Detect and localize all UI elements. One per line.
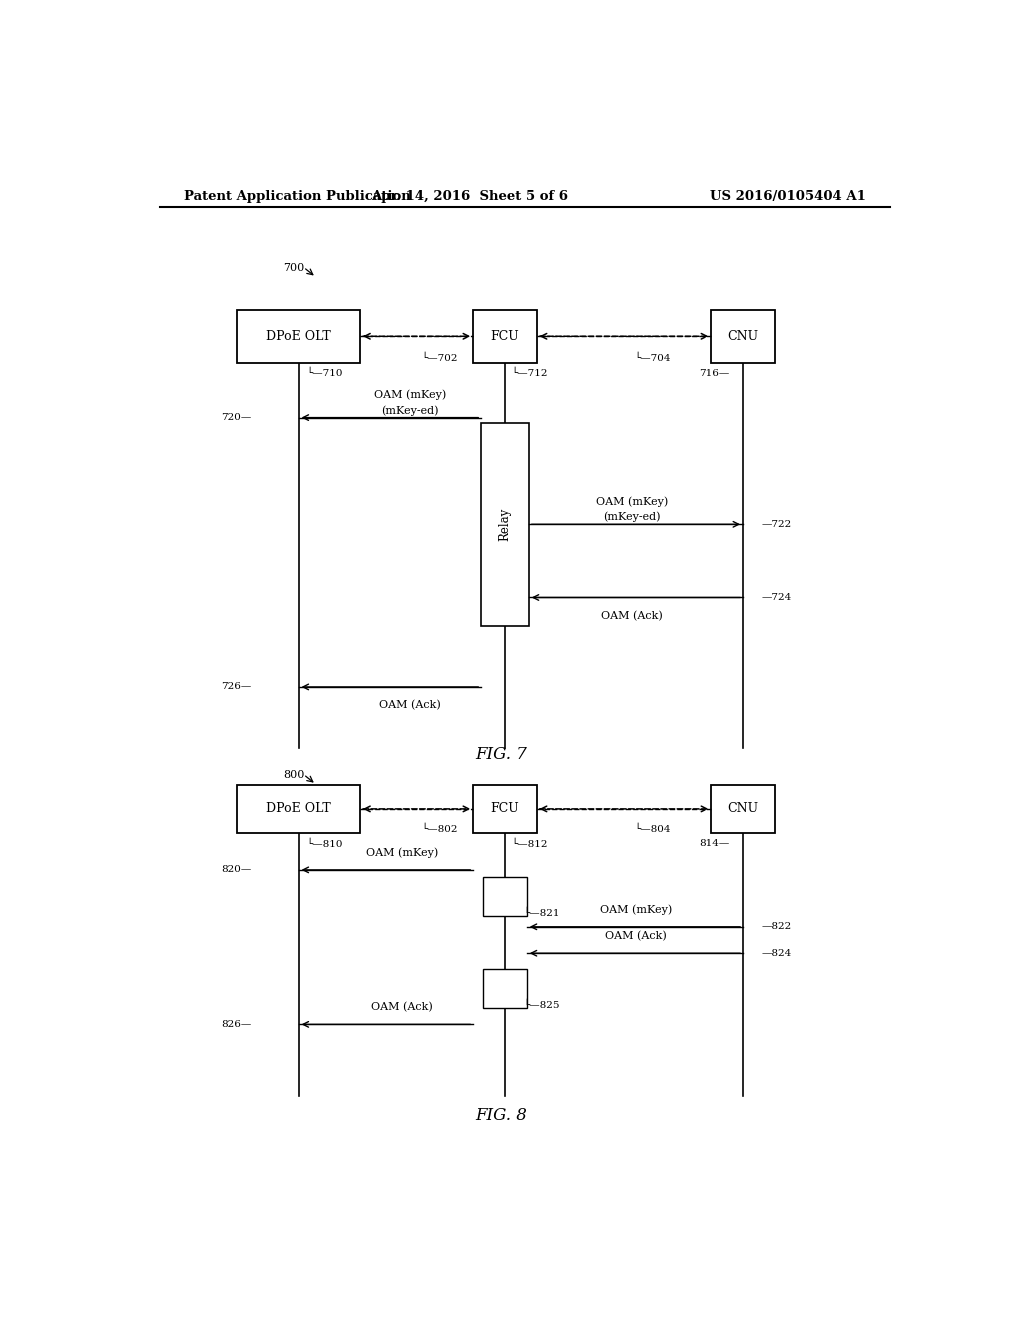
Text: OAM (Ack): OAM (Ack) xyxy=(379,700,440,710)
Text: Patent Application Publication: Patent Application Publication xyxy=(183,190,411,202)
Text: Apr. 14, 2016  Sheet 5 of 6: Apr. 14, 2016 Sheet 5 of 6 xyxy=(371,190,567,202)
Text: 826—: 826— xyxy=(221,1020,252,1028)
Text: US 2016/0105404 A1: US 2016/0105404 A1 xyxy=(711,190,866,202)
Text: └—704: └—704 xyxy=(634,354,671,363)
Text: 726—: 726— xyxy=(221,682,252,692)
Text: Relay: Relay xyxy=(499,508,511,541)
Bar xyxy=(483,969,526,1008)
Bar xyxy=(712,310,775,363)
Bar xyxy=(473,310,537,363)
Bar xyxy=(481,422,528,626)
Text: CNU: CNU xyxy=(727,330,759,343)
Text: (mKey-ed): (mKey-ed) xyxy=(603,512,660,523)
Bar xyxy=(483,876,526,916)
Text: └—710: └—710 xyxy=(306,368,343,378)
Text: DPoE OLT: DPoE OLT xyxy=(266,330,331,343)
Text: —824: —824 xyxy=(761,949,792,958)
Text: OAM (Ack): OAM (Ack) xyxy=(371,1002,433,1012)
Text: OAM (Ack): OAM (Ack) xyxy=(601,611,663,620)
Text: OAM (mKey): OAM (mKey) xyxy=(374,389,445,400)
Text: 820—: 820— xyxy=(221,866,252,874)
Text: └—810: └—810 xyxy=(306,840,343,849)
Text: 700: 700 xyxy=(283,263,304,273)
Bar xyxy=(238,784,360,833)
Text: 814—: 814— xyxy=(699,840,729,849)
Text: —822: —822 xyxy=(761,923,792,932)
Bar xyxy=(238,310,360,363)
Text: └—712: └—712 xyxy=(511,368,548,378)
Text: └—702: └—702 xyxy=(422,354,458,363)
Text: OAM (mKey): OAM (mKey) xyxy=(600,904,672,915)
Text: (mKey-ed): (mKey-ed) xyxy=(381,405,438,416)
Text: OAM (mKey): OAM (mKey) xyxy=(596,496,668,507)
Text: └—825: └—825 xyxy=(523,1001,560,1010)
Text: CNU: CNU xyxy=(727,803,759,816)
Text: DPoE OLT: DPoE OLT xyxy=(266,803,331,816)
Text: └—821: └—821 xyxy=(523,908,560,917)
Text: —724: —724 xyxy=(761,593,792,602)
Text: └—802: └—802 xyxy=(422,824,458,833)
Text: FCU: FCU xyxy=(490,330,519,343)
Text: 720—: 720— xyxy=(221,413,252,422)
Text: FIG. 8: FIG. 8 xyxy=(475,1107,527,1125)
Text: OAM (Ack): OAM (Ack) xyxy=(605,931,667,941)
Text: FCU: FCU xyxy=(490,803,519,816)
Text: └—804: └—804 xyxy=(634,824,671,833)
Text: └—812: └—812 xyxy=(511,840,548,849)
Text: —722: —722 xyxy=(761,520,792,529)
Text: FIG. 7: FIG. 7 xyxy=(475,746,527,763)
Text: 716—: 716— xyxy=(699,368,729,378)
Text: 800: 800 xyxy=(283,771,304,780)
Bar xyxy=(712,784,775,833)
Bar xyxy=(473,784,537,833)
Text: OAM (mKey): OAM (mKey) xyxy=(366,847,438,858)
